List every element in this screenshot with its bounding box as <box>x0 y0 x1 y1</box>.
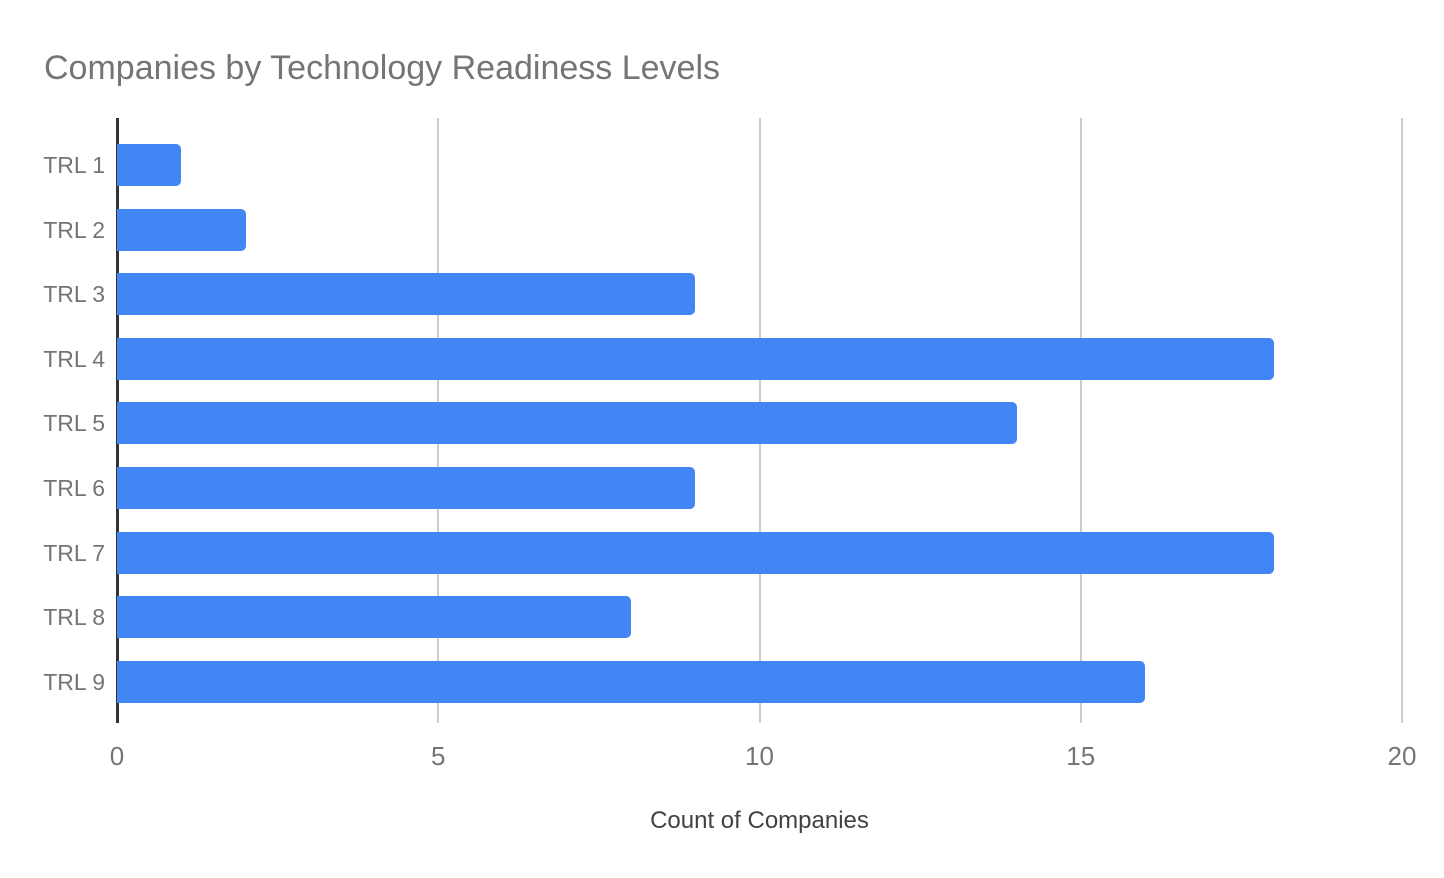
y-tick-label-trl-1: TRL 1 <box>43 152 105 178</box>
plot-area <box>116 118 1403 723</box>
y-tick-label-trl-8: TRL 8 <box>43 604 105 631</box>
y-tick-label-trl-4: TRL 4 <box>43 345 105 372</box>
gridline-20 <box>1401 118 1403 723</box>
bar-trl-5[interactable] <box>117 402 1017 445</box>
bar-trl-7[interactable] <box>117 531 1274 574</box>
x-tick-label-5: 5 <box>431 741 446 771</box>
x-tick-label-0: 0 <box>109 741 125 771</box>
x-axis-title: Count of Companies <box>650 807 869 834</box>
bar-trl-1[interactable] <box>117 144 182 186</box>
y-tick-label-trl-9: TRL 9 <box>43 668 105 695</box>
x-tick-label-15: 15 <box>1066 741 1096 771</box>
y-tick-label-trl-6: TRL 6 <box>43 475 105 501</box>
y-tick-label-trl-3: TRL 3 <box>43 281 105 308</box>
bar-trl-8[interactable] <box>117 596 631 639</box>
gridline-15 <box>1079 118 1082 723</box>
bar-trl-4[interactable] <box>117 337 1274 380</box>
bar-trl-9[interactable] <box>117 660 1145 703</box>
y-tick-label-trl-5: TRL 5 <box>43 410 105 437</box>
x-axis-labels: 0 5 10 15 20 <box>110 741 1417 775</box>
bar-trl-2[interactable] <box>117 208 246 251</box>
x-tick-label-20: 20 <box>1387 741 1417 771</box>
y-axis-labels: TRL 1 TRL 2 TRL 3 TRL 4 TRL 5 TRL 6 TRL 7 TRL 8… <box>0 118 105 723</box>
bar-trl-6[interactable] <box>117 467 696 509</box>
y-tick-label-trl-2: TRL 2 <box>43 216 105 243</box>
chart-title: Companies by Technology Readiness Levels <box>44 49 720 87</box>
x-tick-label-10: 10 <box>745 741 774 771</box>
bar-trl-3[interactable] <box>117 273 696 316</box>
y-tick-label-trl-7: TRL 7 <box>43 539 105 566</box>
